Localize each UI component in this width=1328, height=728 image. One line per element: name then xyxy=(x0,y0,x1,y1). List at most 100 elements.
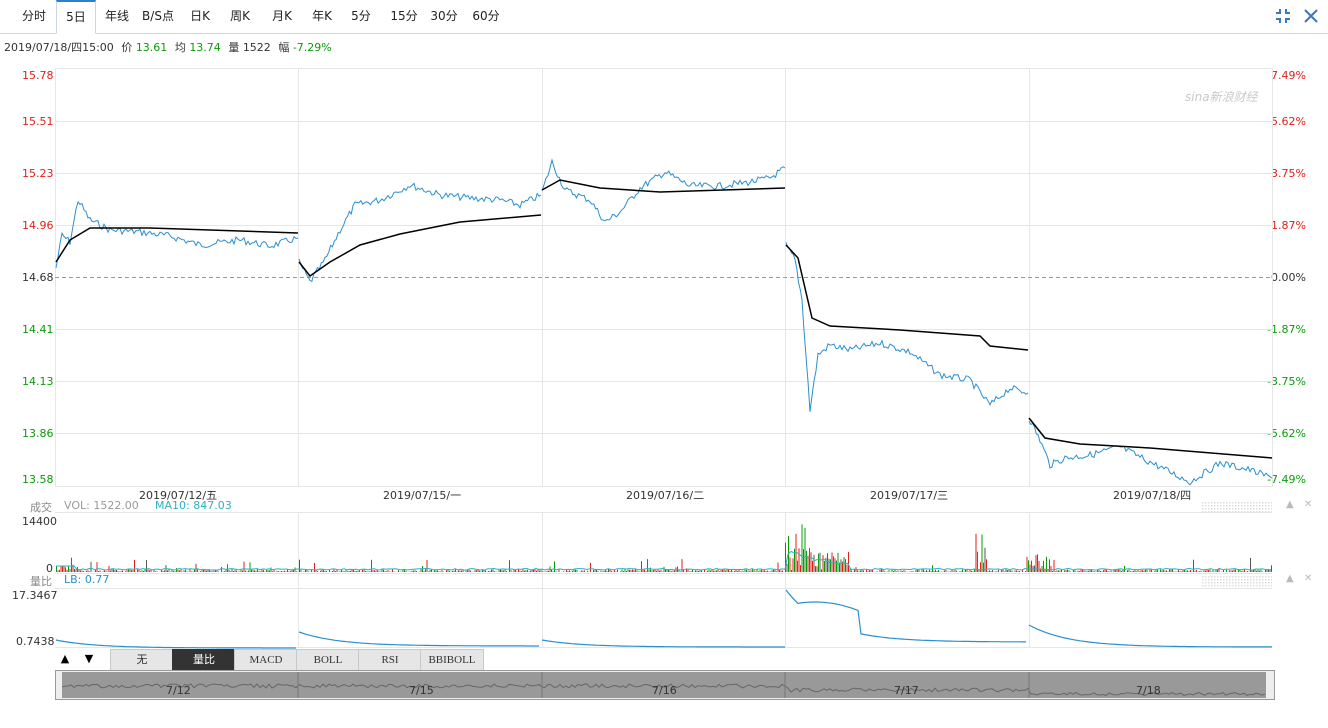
volume-bar xyxy=(192,571,194,572)
tab-30min[interactable]: 30分 xyxy=(430,9,458,23)
tab-year-line[interactable]: 年线 xyxy=(104,9,129,23)
volume-bar xyxy=(836,560,837,572)
tab-5min[interactable]: 5分 xyxy=(351,9,371,23)
volume-bar xyxy=(1233,569,1235,572)
volume-bar xyxy=(1115,569,1116,572)
dot xyxy=(1235,511,1237,513)
volume-bar xyxy=(246,571,248,572)
tab-weekly-k[interactable]: 周K xyxy=(230,9,250,23)
volume-bar xyxy=(524,570,525,572)
volume-bar xyxy=(863,570,864,572)
dot xyxy=(1259,582,1261,584)
volume-bar xyxy=(452,571,453,572)
dot xyxy=(1265,582,1267,584)
volume-bar xyxy=(819,552,821,572)
tab-15min[interactable]: 15分 xyxy=(390,9,418,23)
volume-bar xyxy=(687,569,689,572)
collapse-icon[interactable] xyxy=(1274,7,1292,25)
tab-5day[interactable]: 5日 xyxy=(56,0,96,34)
dot xyxy=(1229,585,1231,587)
volume-bar xyxy=(636,570,638,572)
volume-axis-bottom: 0 xyxy=(46,562,53,575)
volume-bar xyxy=(861,569,863,572)
volume-bar xyxy=(680,571,681,572)
volume-bar xyxy=(462,569,464,572)
volume-bar xyxy=(1121,571,1122,572)
volume-bar xyxy=(1136,571,1137,572)
tab-yearly-k[interactable]: 年K xyxy=(312,9,332,23)
volume-bar xyxy=(359,569,360,572)
volume-bar xyxy=(176,568,177,572)
tab-60min[interactable]: 60分 xyxy=(472,9,500,23)
change-label: 幅 xyxy=(278,41,290,54)
volume-bar xyxy=(441,570,443,572)
volume-bar xyxy=(1229,570,1230,572)
volume-bar xyxy=(1077,570,1079,572)
volume-bar xyxy=(342,570,344,572)
volume-bar xyxy=(105,570,107,572)
price-axis-label: 13.58 xyxy=(22,473,54,486)
volume-bar xyxy=(596,569,597,572)
navigator-day-label: 7/15 xyxy=(409,684,434,697)
tab-bs-point[interactable]: B/S点 xyxy=(142,9,174,23)
dot xyxy=(1208,579,1210,581)
ratio-title: 量比 xyxy=(30,575,52,588)
volume-bar xyxy=(660,569,662,572)
dot xyxy=(1211,579,1213,581)
volume-bar xyxy=(357,570,359,572)
dot xyxy=(1238,505,1240,507)
dot xyxy=(1253,576,1255,578)
close-icon[interactable] xyxy=(1302,7,1320,25)
tab-monthly-k[interactable]: 月K xyxy=(272,9,292,23)
volume-bar xyxy=(89,571,90,572)
volume-bar xyxy=(866,569,867,572)
triangle-up-icon[interactable]: ▲ xyxy=(1286,499,1294,510)
volume-bar xyxy=(665,569,666,572)
volume-bar xyxy=(822,555,824,572)
volume-bar xyxy=(1028,560,1029,572)
dot xyxy=(1259,579,1261,581)
indicator-tab-macd[interactable]: MACD xyxy=(234,649,298,671)
volume-bar xyxy=(671,571,672,572)
range-navigator[interactable]: 7/12 7/15 7/16 7/17 7/18 xyxy=(55,670,1275,700)
volume-bar xyxy=(510,570,512,572)
volume-bar xyxy=(656,570,657,572)
triangle-down-icon[interactable]: ▼ xyxy=(84,652,94,665)
volume-bar xyxy=(81,570,83,572)
volume-bar xyxy=(794,548,795,572)
volume-bar xyxy=(1254,569,1256,572)
volume-bar xyxy=(576,569,578,572)
volume-bar xyxy=(1184,570,1185,572)
volume-bar xyxy=(644,569,645,572)
volume-bar xyxy=(179,570,180,572)
volume-bar xyxy=(494,571,495,572)
volume-bar xyxy=(257,569,258,572)
tab-intraday[interactable]: 分时 xyxy=(21,9,46,23)
indicator-tab-bbiboll[interactable]: BBIBOLL xyxy=(420,649,484,671)
indicator-tab-none[interactable]: 无 xyxy=(110,649,174,671)
triangle-up-icon[interactable]: ▲ xyxy=(1286,573,1294,584)
dot xyxy=(1229,579,1231,581)
volume-bar xyxy=(857,570,858,572)
tab-daily-k[interactable]: 日K xyxy=(190,9,210,23)
volume-bar xyxy=(960,571,962,572)
close-small-icon[interactable]: ✕ xyxy=(1304,573,1313,584)
volume-bar xyxy=(807,555,809,572)
dot xyxy=(1262,585,1264,587)
indicator-tab-rsi[interactable]: RSI xyxy=(358,649,422,671)
pct-axis-label: 3.75% xyxy=(1271,167,1306,180)
dot xyxy=(1232,502,1234,504)
volume-bar xyxy=(582,570,584,572)
volume-bar xyxy=(846,564,848,572)
volume-bar xyxy=(762,570,764,572)
dot xyxy=(1265,576,1267,578)
indicator-tab-boll[interactable]: BOLL xyxy=(296,649,360,671)
volume-bar xyxy=(482,569,483,572)
volume-bar xyxy=(533,569,534,572)
indicator-tab-lb[interactable]: 量比 xyxy=(172,649,236,671)
triangle-up-icon[interactable]: ▲ xyxy=(60,652,70,665)
close-small-icon[interactable]: ✕ xyxy=(1304,499,1313,510)
volume-bar xyxy=(824,560,825,572)
dot xyxy=(1205,505,1207,507)
